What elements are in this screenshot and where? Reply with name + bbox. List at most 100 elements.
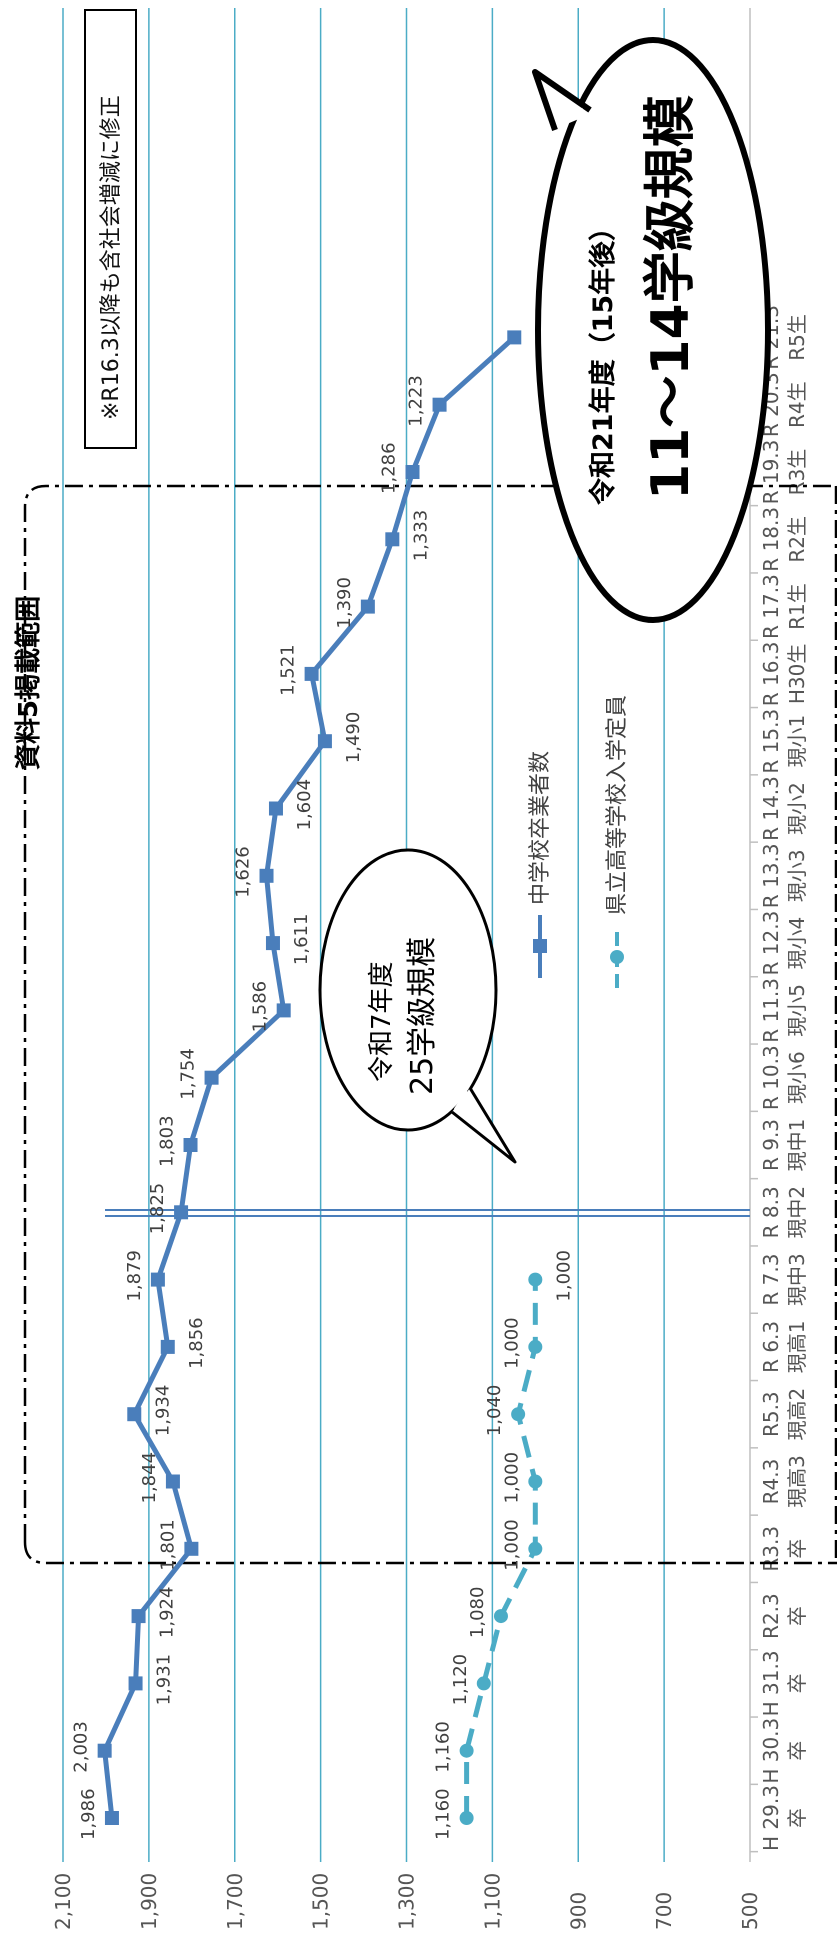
data-label-capacity: 1,160	[433, 1721, 454, 1773]
point-graduates	[174, 1205, 189, 1220]
category-label: R 7.3	[759, 1254, 783, 1306]
category-sublabel: 卒	[785, 1741, 809, 1761]
category-label: R2.3	[759, 1593, 783, 1639]
balloon-2025-line2: 25学級規模	[405, 937, 440, 1095]
value-tick-label: 2,100	[51, 1873, 75, 1930]
data-label-graduates: 1,986	[78, 1788, 99, 1840]
correction-note-text: ※R16.3以降も含社会増減に修正	[99, 95, 124, 420]
legend-marker-capacity	[610, 950, 624, 964]
category-label: R 10.3	[759, 1045, 783, 1110]
data-label-graduates: 1,626	[233, 846, 254, 898]
data-label-graduates: 1,825	[147, 1183, 168, 1235]
category-label: R3.3	[759, 1526, 783, 1572]
category-label: R 12.3	[759, 911, 783, 976]
data-label-capacity: 1,000	[501, 1519, 522, 1571]
category-label: R 15.3	[759, 709, 783, 774]
category-label: H 29.3	[759, 1785, 783, 1851]
category-sublabel: 現高3	[785, 1455, 809, 1508]
point-capacity	[511, 1407, 526, 1422]
point-graduates	[128, 1676, 143, 1691]
data-label-graduates: 1,754	[178, 1048, 199, 1100]
balloon-2025-body	[318, 848, 498, 1132]
data-label-capacity: 1,000	[553, 1250, 574, 1302]
value-tick-label: 1,300	[395, 1873, 419, 1930]
point-capacity	[528, 1541, 543, 1556]
category-sublabel: 現小3	[785, 849, 809, 902]
correction-note-box	[84, 9, 137, 449]
balloon-2025-tail	[451, 1087, 517, 1164]
point-capacity	[528, 1272, 543, 1287]
point-graduates	[385, 532, 400, 547]
category-sublabel: 現小2	[785, 782, 809, 835]
point-graduates	[360, 599, 375, 614]
value-axis: 500 700 900 1,100 1,300 1,500 1,700 1,900 2,100	[51, 1873, 762, 1930]
value-tick-label: 500	[738, 1892, 762, 1930]
data-label-graduates: 1,333	[410, 510, 431, 562]
value-tick-label: 1,500	[309, 1873, 333, 1930]
category-sublabel: R3生	[785, 449, 809, 496]
category-sublabel: 卒	[785, 1673, 809, 1693]
point-graduates	[183, 1138, 198, 1152]
category-label: R5.3	[759, 1391, 783, 1437]
category-label: R 9.3	[759, 1119, 783, 1171]
category-label: R4.3	[759, 1459, 783, 1505]
category-label: R 6.3	[759, 1321, 783, 1373]
value-tick-label: 900	[566, 1892, 590, 1930]
data-label-graduates: 1,390	[334, 577, 355, 629]
data-label-graduates: 2,003	[71, 1721, 92, 1773]
series-layer	[97, 330, 543, 1825]
legend-marker-graduates	[533, 939, 547, 953]
data-label-graduates: 1,856	[186, 1317, 207, 1369]
data-label-graduates: 1,879	[124, 1250, 145, 1302]
category-sublabel: H30生	[785, 644, 809, 705]
data-label-capacity: 1,120	[450, 1654, 471, 1706]
category-sublabel: 卒	[785, 1539, 809, 1559]
category-sublabel: R5生	[785, 314, 809, 361]
data-label-capacity: 1,000	[501, 1452, 522, 1504]
point-graduates	[259, 868, 274, 883]
point-graduates	[265, 936, 280, 951]
category-axis: H 29.3 卒H 30.3 卒H 31.3 卒R2.3 卒R3.3 卒R4.3 現高3R5…	[749, 8, 809, 1862]
point-capacity	[459, 1743, 474, 1758]
data-label-capacity: 1,000	[501, 1317, 522, 1369]
category-label: R 11.3	[759, 978, 783, 1043]
data-label-capacity: 1,080	[467, 1587, 488, 1639]
point-graduates	[160, 1339, 175, 1354]
point-capacity	[476, 1676, 491, 1691]
category-sublabel: 現高1	[785, 1321, 809, 1374]
balloon-2039-line1: 令和21年度（15年後）	[587, 214, 619, 505]
category-label: R 18.3	[759, 507, 783, 572]
data-label-graduates: 1,586	[250, 981, 271, 1033]
value-tick-label: 700	[652, 1892, 676, 1930]
category-sublabel: 現小1	[785, 715, 809, 768]
data-label-graduates: 1,604	[294, 779, 315, 831]
data-label-graduates: 1,223	[406, 375, 427, 427]
balloon-2039: 令和21年度（15年後） 11～14学級規模	[532, 37, 771, 623]
data-label-capacity: 1,160	[433, 1788, 454, 1840]
point-graduates	[131, 1609, 146, 1624]
point-graduates	[127, 1407, 142, 1422]
data-label-graduates: 1,924	[157, 1587, 178, 1639]
point-graduates	[204, 1070, 219, 1085]
category-sublabel: 現小6	[785, 1051, 809, 1104]
category-label: H 30.3	[759, 1718, 783, 1784]
category-sublabel: 現小4	[785, 917, 809, 970]
category-label: R 17.3	[759, 574, 783, 639]
value-tick-label: 1,900	[137, 1873, 161, 1930]
point-graduates	[304, 666, 319, 681]
point-graduates	[165, 1474, 180, 1489]
category-sublabel: R2生	[785, 516, 809, 563]
category-sublabel: 現中1	[785, 1119, 809, 1172]
correction-note: ※R16.3以降も含社会増減に修正	[84, 9, 137, 449]
point-graduates	[507, 330, 522, 345]
point-graduates	[405, 465, 420, 479]
point-graduates	[97, 1743, 112, 1758]
point-graduates	[150, 1272, 165, 1287]
data-label-capacity: 1,040	[484, 1385, 505, 1437]
value-tick-label: 1,100	[480, 1873, 504, 1930]
category-sublabel: 現中3	[785, 1253, 809, 1306]
category-label: R 16.3	[759, 642, 783, 707]
range-label: 資料5掲載範囲	[13, 596, 44, 770]
point-capacity	[528, 1339, 543, 1354]
